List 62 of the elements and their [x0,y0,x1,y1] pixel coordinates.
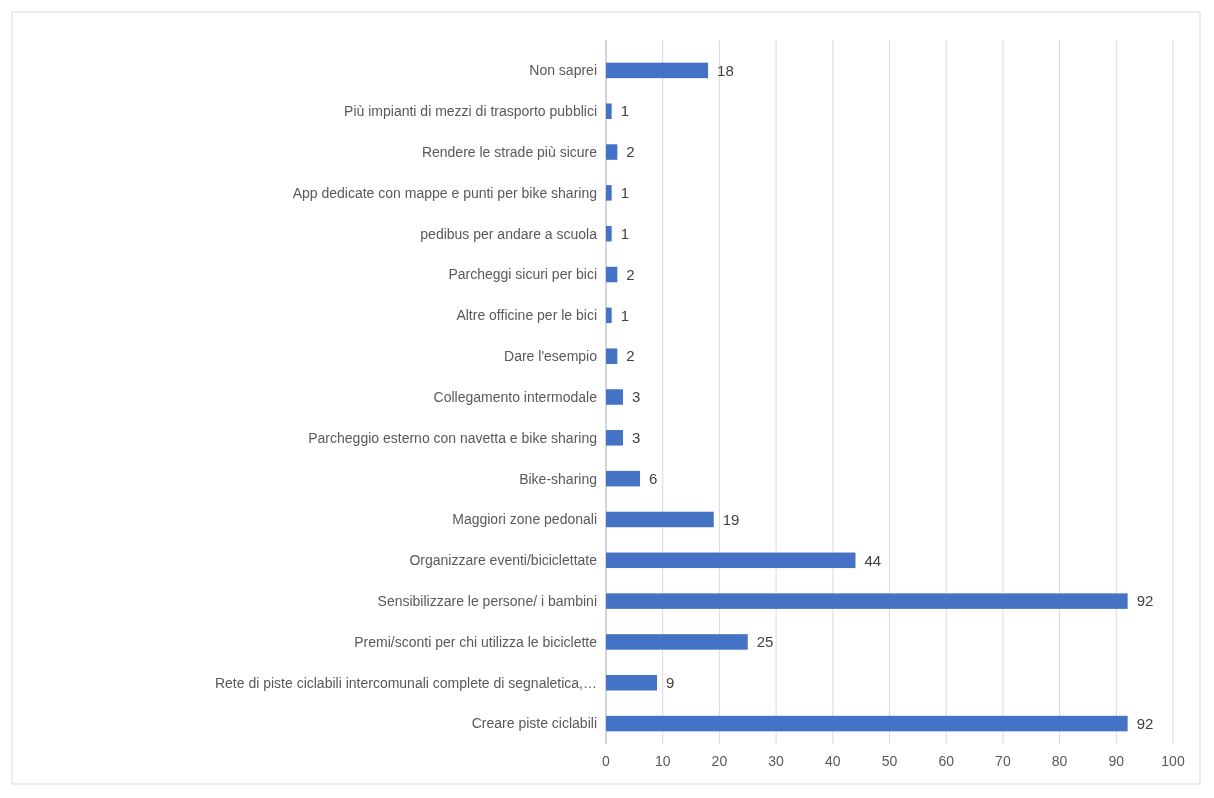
y-tick-label: Premi/sconti per chi utilizza le biciclette [354,633,598,650]
x-tick-label: 50 [881,753,898,769]
bar [606,430,624,446]
y-tick-label: Creare piste ciclabili [471,715,597,732]
bar [606,266,618,283]
data-label: 2 [626,143,635,161]
data-label: 3 [632,388,641,406]
bar [606,103,612,119]
data-label: 92 [1136,592,1154,610]
bar [606,307,612,324]
bar [606,185,612,201]
bar [606,389,624,405]
data-label: 2 [626,265,635,283]
x-tick-label: 0 [602,753,611,769]
y-tick-label: Rete di piste ciclabili intercomunali complete di segnaletica,… [214,674,597,691]
data-label: 3 [632,429,641,447]
bar [606,511,714,528]
bar [606,144,618,160]
bar [606,715,1128,732]
x-tick-label: 90 [1108,753,1125,769]
bar [606,225,612,242]
data-label: 19 [722,510,740,528]
y-tick-label: Maggiori zone pedonali [452,511,597,528]
bar [606,348,618,364]
bar [606,470,641,487]
y-tick-label: Più impianti di mezzi di trasporto pubblici [344,103,597,120]
y-tick-label: Altre officine per le bici [456,307,597,324]
data-label: 1 [620,306,630,324]
data-label: 1 [620,102,630,120]
x-tick-label: 30 [768,753,785,769]
x-tick-label: 100 [1161,753,1185,769]
data-label: 6 [649,469,658,487]
data-label: 1 [620,224,630,242]
y-tick-label: Non saprei [529,62,597,79]
y-tick-label: Sensibilizzare le persone/ i bambini [377,593,597,610]
bar [606,62,709,79]
bar [606,593,1128,609]
y-tick-label: Parcheggi sicuri per bici [448,266,597,283]
x-tick-label: 60 [938,753,955,769]
y-tick-label: Dare l'esempio [504,348,598,365]
y-tick-label: Parcheggio esterno con navetta e bike sharing [308,429,597,446]
x-tick-label: 40 [825,753,841,769]
data-label: 92 [1136,714,1154,732]
x-tick-label: 10 [654,753,671,769]
bar [606,634,748,650]
data-label: 9 [666,674,675,692]
x-tick-label: 20 [711,753,728,769]
y-tick-label: Collegamento intermodale [433,388,598,405]
bar [606,552,856,569]
data-label: 18 [717,61,734,79]
data-label: 44 [864,551,882,569]
y-tick-label: Organizzare eventi/biciclettate [409,552,598,569]
y-tick-label: pedibus per andare a scuola [420,225,598,242]
x-tick-label: 80 [1051,753,1068,769]
y-tick-label: App dedicate con mappe e punti per bike sharing [292,184,597,201]
x-tick-label: 70 [995,753,1011,769]
data-label: 1 [620,184,630,202]
data-label: 2 [626,347,635,365]
data-label: 25 [756,633,774,651]
bar [606,675,658,691]
y-tick-label: Rendere le strade più sicure [421,143,598,160]
y-tick-label: Bike-sharing [519,470,597,487]
